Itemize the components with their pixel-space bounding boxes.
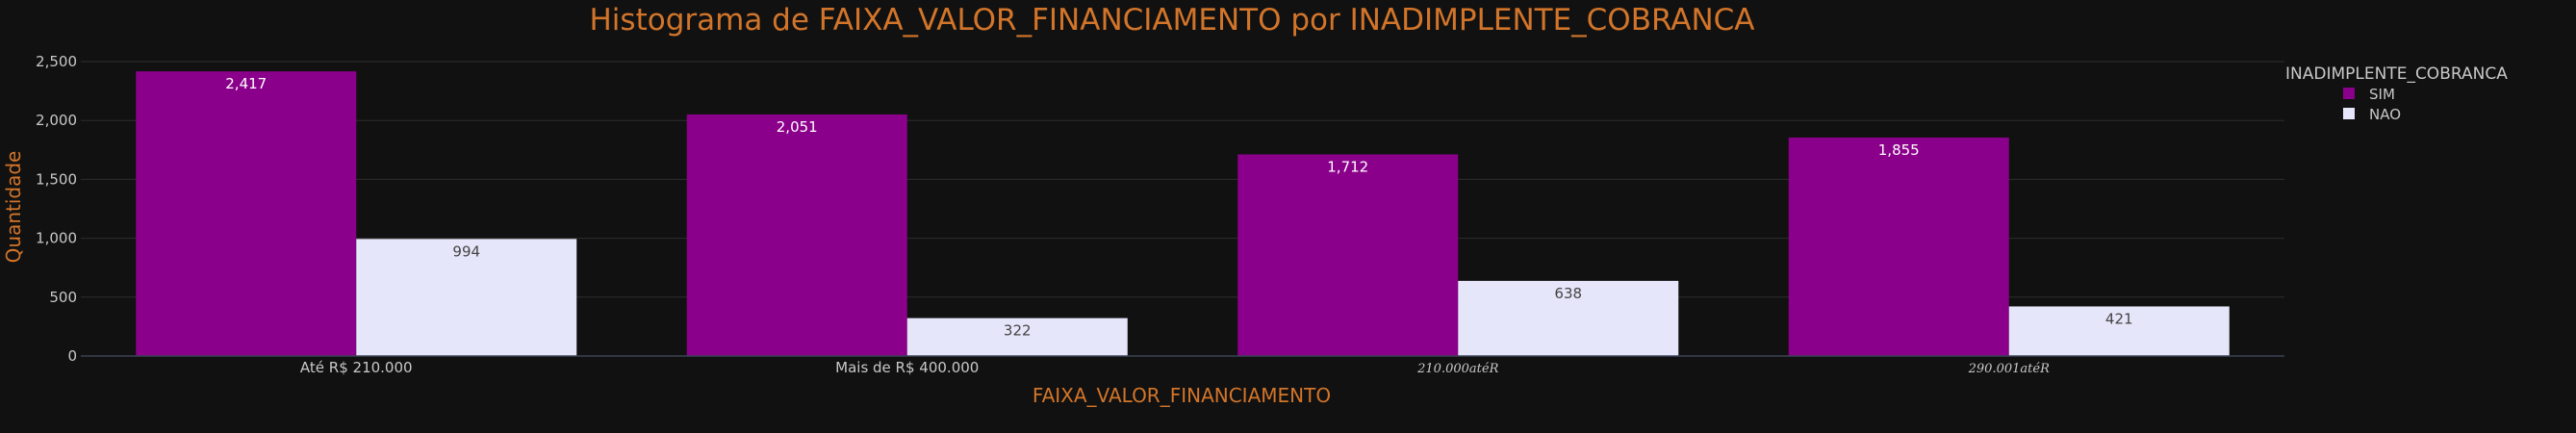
bar-sim[interactable] [686,114,907,356]
legend-label-sim[interactable]: SIM [2369,86,2395,103]
y-tick-label: 1,500 [36,170,77,188]
legend-label-nao[interactable]: NAO [2369,106,2401,123]
bar-value-label: 322 [1004,322,1032,340]
chart-title: Histograma de FAIXA_VALOR_FINANCIAMENTO … [590,3,1755,38]
legend-title: INADIMPLENTE_COBRANCA [2285,64,2508,84]
y-tick-label: 2,500 [36,53,77,70]
x-tick-label: 290.001atéR [1968,362,2050,376]
bar-sim[interactable] [136,71,357,356]
y-tick-label: 500 [49,289,77,306]
bar-nao[interactable] [2008,306,2230,356]
bar-nao[interactable] [356,239,577,356]
bar-value-label: 1,712 [1327,158,1368,175]
axes: 0 500 1,000 1,500 2,000 2,500 Até R$ 210.000 Ma… [36,53,2284,376]
y-axis-title: Quantidade [2,151,25,264]
x-axis-title: FAIXA_VALOR_FINANCIAMENTO [1033,384,1331,407]
y-tick-label: 1,000 [36,230,77,247]
legend-swatch-nao[interactable] [2343,108,2355,119]
bar-sim[interactable] [1788,137,2009,356]
bar-nao[interactable] [1458,280,1679,356]
x-tick-label: Até R$ 210.000 [300,359,413,376]
legend: INADIMPLENTE_COBRANCA SIM NAO [2285,64,2508,123]
y-tick-label: 2,000 [36,112,77,129]
bar-value-label: 994 [452,242,480,260]
bar-value-label: 2,051 [777,118,818,136]
bar-sim[interactable] [1237,154,1459,356]
bar-value-label: 638 [1554,285,1582,302]
bar-data-labels: 2,417 994 2,051 322 1,712 638 1,855 421 [225,75,2132,339]
bar-value-label: 421 [2105,310,2133,327]
bar-value-label: 1,855 [1878,141,1920,159]
y-tick-label: 0 [67,347,77,365]
bar-value-label: 2,417 [225,75,267,92]
bars [136,71,2230,356]
x-tick-label: Mais de R$ 400.000 [835,359,979,376]
bar-nao[interactable] [906,318,1128,356]
legend-swatch-sim[interactable] [2343,88,2355,99]
x-tick-label: 210.000atéR [1416,362,1498,376]
